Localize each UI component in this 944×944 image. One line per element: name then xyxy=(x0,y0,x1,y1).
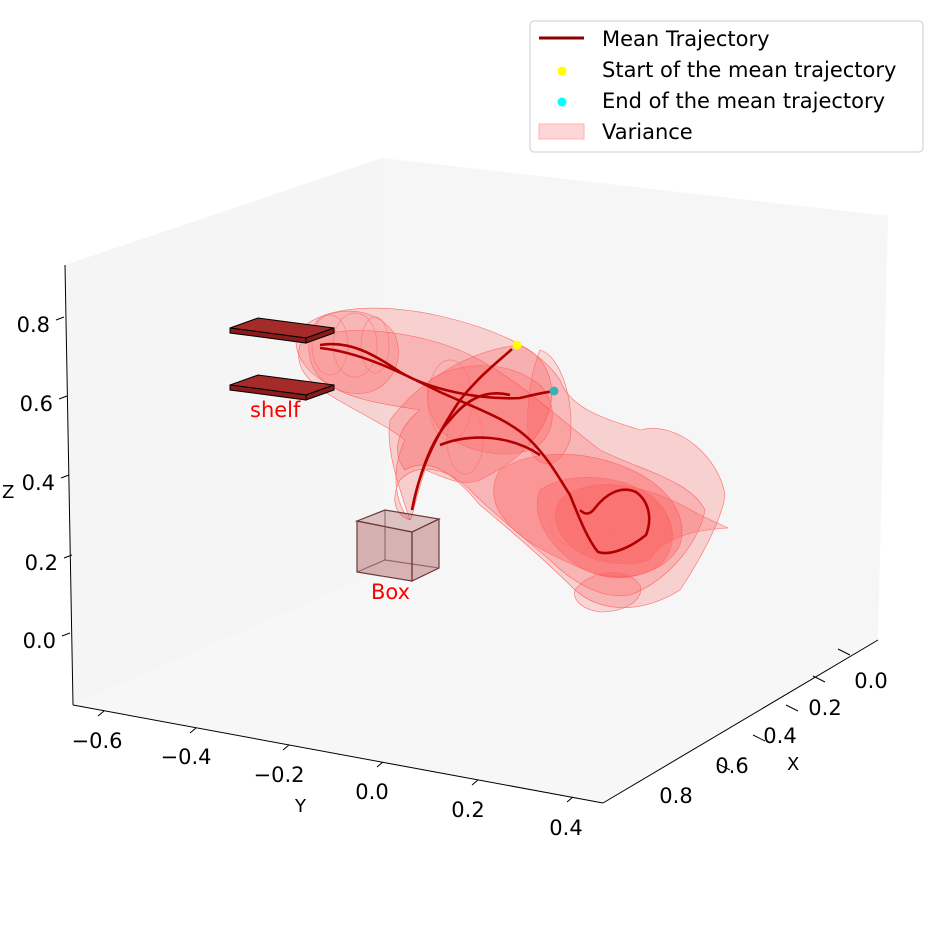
variance-patch-10 xyxy=(574,572,642,613)
legend-end-swatch xyxy=(557,97,567,107)
y-tick-label: 0.0 xyxy=(355,780,388,804)
y-axis-line xyxy=(72,704,604,804)
y-axis-ticks: −0.6 −0.4 −0.2 0.0 0.2 0.4 xyxy=(72,710,583,840)
legend-box xyxy=(529,20,924,153)
y-tick-mark xyxy=(566,796,574,803)
z-tick-label: 0.6 xyxy=(20,392,53,416)
z-axis-line xyxy=(64,264,74,706)
box-top xyxy=(354,509,441,533)
x-tick-mark xyxy=(785,704,799,712)
shelf-upper xyxy=(229,317,335,344)
scene-objects xyxy=(229,317,441,582)
x-tick-mark xyxy=(812,675,826,683)
variance-patch-4 xyxy=(493,454,683,578)
shelf-lower-side xyxy=(305,384,335,401)
variance-patch-3 xyxy=(388,344,552,521)
z-tick-mark xyxy=(58,395,68,400)
floor-pane xyxy=(73,572,878,803)
back-pane-left xyxy=(65,158,382,705)
x-tick-label: 0.4 xyxy=(763,724,796,748)
z-tick-mark xyxy=(55,316,65,321)
legend-label-variance: Variance xyxy=(602,120,693,144)
z-tick-label: 0.8 xyxy=(17,313,50,337)
z-tick-mark xyxy=(63,554,73,559)
z-axis-ticks: 0.0 0.2 0.4 0.6 0.8 xyxy=(17,313,73,653)
y-tick-label: 0.4 xyxy=(549,816,582,840)
pane-walls xyxy=(65,158,888,803)
variance-patch-2 xyxy=(298,330,706,597)
mean-trajectory-line xyxy=(319,342,651,555)
start-marker xyxy=(512,340,522,350)
variance-ring xyxy=(549,502,611,548)
x-tick-label: 0.0 xyxy=(854,669,887,693)
z-tick-label: 0.2 xyxy=(25,551,58,575)
y-tick-mark xyxy=(282,744,290,751)
shelf-label: shelf xyxy=(250,398,301,422)
x-tick-mark xyxy=(837,648,851,656)
x-axis-title: X xyxy=(787,754,799,775)
x-axis-line xyxy=(602,639,879,804)
shelf-upper-side xyxy=(305,327,335,344)
z-tick-label: 0.0 xyxy=(23,629,56,653)
end-marker xyxy=(549,386,559,396)
back-pane-right xyxy=(380,158,888,640)
variance-patch-5 xyxy=(536,476,673,579)
y-tick-label: −0.6 xyxy=(72,729,123,753)
z-tick-label: 0.4 xyxy=(22,471,55,495)
axis-lines xyxy=(64,264,879,804)
variance-patch-1 xyxy=(295,307,726,608)
box-object xyxy=(354,509,441,582)
z-axis-title: Z xyxy=(2,482,14,503)
x-tick-label: 0.8 xyxy=(659,784,692,808)
variance-cloud xyxy=(295,307,729,613)
x-tick-mark xyxy=(717,763,731,771)
z-tick-mark xyxy=(61,632,71,637)
shelf-lower xyxy=(229,374,335,401)
legend-start-swatch xyxy=(557,66,567,76)
box-label: Box xyxy=(371,580,410,604)
y-tick-mark xyxy=(189,727,197,734)
x-tick-mark xyxy=(752,734,766,742)
y-axis-title: Y xyxy=(294,796,307,817)
y-tick-label: −0.2 xyxy=(254,763,305,787)
x-tick-label: 0.6 xyxy=(715,754,748,778)
y-tick-mark xyxy=(376,761,384,768)
y-tick-label: 0.2 xyxy=(451,798,484,822)
y-tick-label: −0.4 xyxy=(161,745,212,769)
legend-label-end: End of the mean trajectory xyxy=(602,89,885,113)
z-tick-mark xyxy=(60,474,70,479)
legend-label-start: Start of the mean trajectory xyxy=(602,58,896,82)
variance-ring xyxy=(360,316,390,374)
y-tick-mark xyxy=(97,710,105,717)
box-hidden-edge xyxy=(356,559,386,573)
box-hidden-edge xyxy=(384,559,440,569)
x-tick-label: 0.2 xyxy=(808,696,841,720)
y-tick-mark xyxy=(471,779,479,786)
x-axis-ticks: 0.0 0.2 0.4 0.6 0.8 xyxy=(659,648,888,808)
legend-variance-swatch xyxy=(538,123,585,140)
legend: Mean Trajectory Start of the mean trajec… xyxy=(529,20,924,153)
legend-label-mean: Mean Trajectory xyxy=(602,27,770,51)
